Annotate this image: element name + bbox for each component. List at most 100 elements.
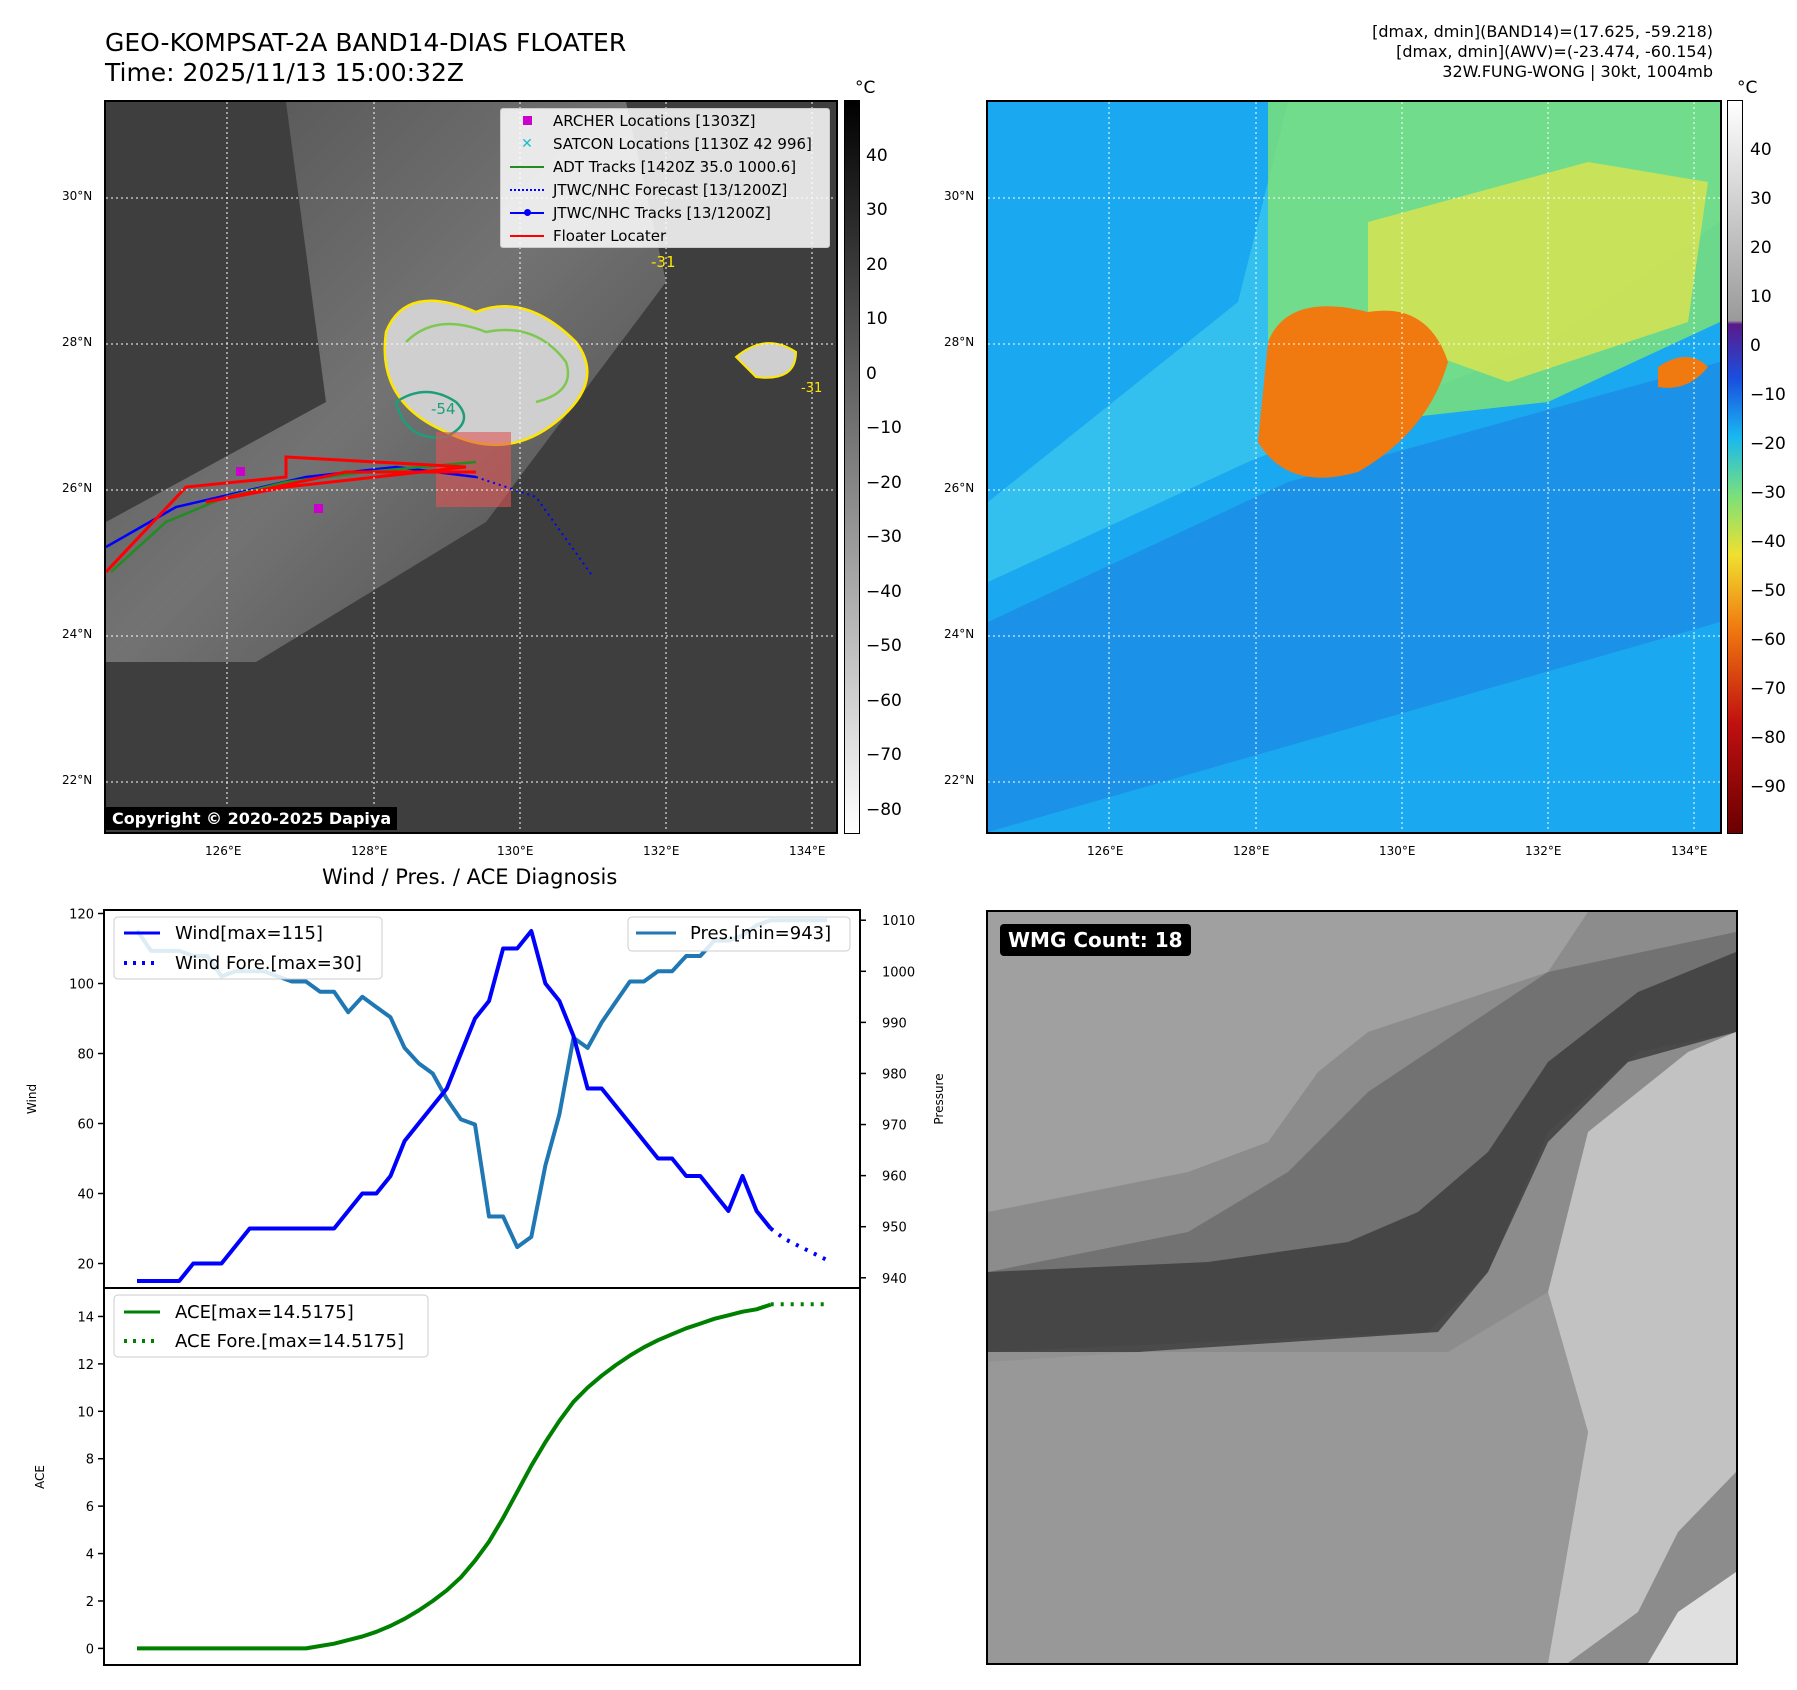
y-tick-label: 12: [77, 1358, 94, 1373]
contour-yellow: [383, 299, 589, 447]
y-tick-label: 10: [77, 1405, 94, 1420]
y-tick-label: 950: [882, 1221, 907, 1236]
legend-label: ACE[max=14.5175]: [175, 1302, 354, 1323]
contour-label: -31: [801, 381, 822, 396]
lon-label: 126°E: [1087, 844, 1124, 858]
colorbar-tick: −30: [1750, 483, 1786, 503]
lon-label: 128°E: [351, 844, 388, 858]
map-legend: ARCHER Locations [1303Z] ✕ SATCON Locati…: [500, 108, 830, 248]
colorbar-tick: 20: [1750, 238, 1772, 258]
y-tick-label: 0: [86, 1642, 94, 1657]
square-marker-icon: [522, 116, 532, 125]
y-tick-label: 980: [882, 1067, 907, 1082]
colorbar-tick: −50: [866, 636, 902, 656]
legend-label: Pres.[min=943]: [690, 923, 831, 944]
y-tick-label: 60: [77, 1118, 94, 1133]
pressure-y-axis: 940 950 960 970 980 990 1000 1010: [860, 914, 915, 1287]
y-tick-label: 1000: [882, 965, 915, 980]
colorbar-tick: −60: [1750, 630, 1786, 650]
figure-title: GEO-KOMPSAT-2A BAND14-DIAS FLOATER Time:…: [105, 28, 626, 88]
copyright-badge: Copyright © 2020-2025 Dapiya: [106, 807, 398, 830]
legend-satcon: ✕ SATCON Locations [1130Z 42 996]: [501, 132, 829, 155]
legend-box: [627, 916, 851, 952]
dotted-line-icon: [510, 188, 544, 191]
stats-line-1: [dmax, dmin](BAND14)=(17.625, -59.218): [1372, 22, 1713, 41]
y-tick-label: 960: [882, 1170, 907, 1185]
line-marker-icon: [510, 234, 544, 237]
lon-label: 134°E: [1671, 844, 1708, 858]
colorbar-tick: −80: [866, 800, 902, 820]
pressure-legend: Pres.[min=943]: [627, 916, 851, 952]
floater-locater-line: [106, 455, 476, 574]
series-aceline: [137, 1302, 772, 1651]
wmg-count-badge: WMG Count: 18: [1000, 924, 1191, 956]
wmg-region-bright: [1548, 1032, 1736, 1663]
colorbar-tick: −30: [866, 527, 902, 547]
lat-label: 24°N: [62, 627, 93, 641]
ir-map-panel: -54 -31 -31 ARCHER Locations [1303Z] ✕ S…: [104, 100, 838, 834]
colorbar-tick: −90: [1750, 777, 1786, 797]
colorbar-tick: −40: [866, 582, 902, 602]
wmg-canvas: [988, 912, 1736, 1663]
colorbar-tick: −70: [1750, 679, 1786, 699]
jtwc-forecast-line: [475, 476, 592, 575]
series-layer: [135, 918, 828, 1651]
y-tick-label: 8: [86, 1453, 94, 1468]
stats-line-3: 32W.FUNG-WONG | 30kt, 1004mb: [1442, 62, 1713, 81]
lat-label: 28°N: [62, 335, 93, 349]
archer-marker: [236, 467, 245, 476]
contour-label: -31: [651, 253, 676, 271]
lat-label: 26°N: [944, 481, 975, 495]
colorbar-tick: 30: [1750, 189, 1772, 209]
archer-marker: [314, 504, 323, 513]
y-tick-label: 40: [77, 1188, 94, 1203]
wmg-region-light: [988, 912, 1588, 1212]
contour-green: [405, 322, 570, 404]
legend-label: Wind[max=115]: [175, 923, 323, 944]
lon-label: 132°E: [1525, 844, 1562, 858]
colorbar-unit: °C: [1737, 78, 1758, 98]
awv-map-panel: [986, 100, 1722, 834]
line-marker-icon: [510, 165, 544, 168]
gray-colorbar: [844, 100, 860, 834]
upper-cloud: [1368, 162, 1708, 382]
wind-axis-label: Wind: [25, 1084, 39, 1114]
legend-floater: Floater Locater: [501, 224, 829, 247]
colorbar-tick: 30: [866, 200, 888, 220]
lat-label: 22°N: [62, 773, 93, 787]
series-wind-fore-line: [769, 1226, 828, 1262]
colorbar-unit: °C: [855, 78, 876, 98]
wind-y-axis: 20 40 60 80 100 120: [69, 908, 104, 1273]
title-line-2: Time: 2025/11/13 15:00:32Z: [105, 58, 464, 87]
x-marker-icon: ✕: [521, 135, 533, 152]
lon-label: 130°E: [1379, 844, 1416, 858]
colorbar-tick: 40: [866, 146, 888, 166]
wmg-region-dark: [988, 952, 1736, 1362]
legend-forecast: JTWC/NHC Forecast [13/1200Z]: [501, 178, 829, 201]
wmg-panel: WMG Count: 18: [986, 910, 1738, 1665]
dry-band: [988, 362, 1720, 832]
legend-label: Floater Locater: [553, 226, 667, 245]
colorbar-tick: 10: [1750, 287, 1772, 307]
ace-y-axis: 0 2 4 6 8 10 12 14: [77, 1310, 104, 1657]
wmg-region-mid: [988, 932, 1736, 1352]
colorbar-tick: 0: [866, 364, 877, 384]
lat-label: 22°N: [944, 773, 975, 787]
contour-label: -54: [431, 400, 456, 418]
cold-cloud-east: [1658, 357, 1708, 388]
stats-line-2: [dmax, dmin](AWV)=(-23.474, -60.154): [1396, 42, 1713, 61]
lon-label: 132°E: [643, 844, 680, 858]
y-tick-label: 100: [69, 978, 94, 993]
y-tick-label: 940: [882, 1272, 907, 1287]
legend-archer: ARCHER Locations [1303Z]: [501, 109, 829, 132]
y-tick-label: 2: [86, 1595, 94, 1610]
wmg-region-lower: [988, 1292, 1588, 1663]
lat-label: 30°N: [62, 189, 93, 203]
legend-label: JTWC/NHC Tracks [13/1200Z]: [553, 203, 771, 222]
y-tick-label: 970: [882, 1119, 907, 1134]
map-gridlines: [988, 102, 1720, 832]
colorbar-tick: −70: [866, 745, 902, 765]
lat-label: 28°N: [944, 335, 975, 349]
y-tick-label: 990: [882, 1016, 907, 1031]
